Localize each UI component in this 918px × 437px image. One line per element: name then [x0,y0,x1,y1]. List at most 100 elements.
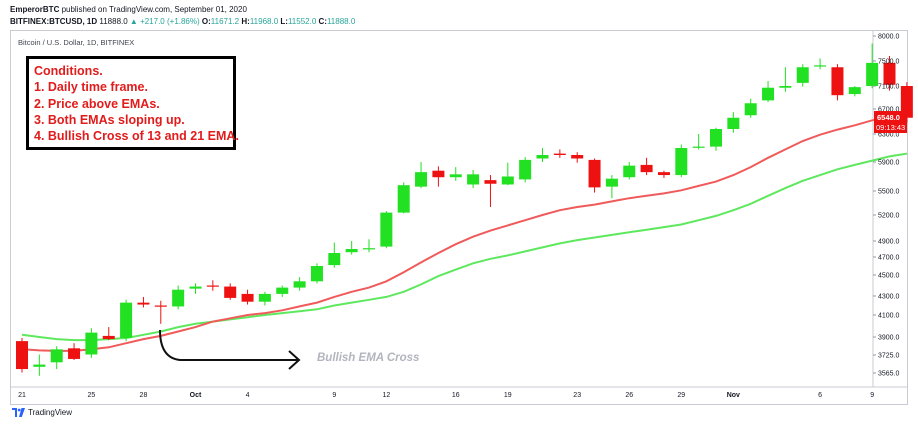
candle-body [710,129,722,147]
y-tick-label: 4500.0 [878,273,900,280]
candle-body [310,266,323,282]
candle [189,283,202,294]
candle-body [189,286,202,289]
candle-body [172,289,185,307]
candle-body [501,176,514,185]
open-value: 11671.2 [210,17,240,26]
candle [397,182,410,214]
candle-body [85,332,98,355]
candle-body [33,364,46,367]
candle-body [866,62,879,86]
cross-arrow-head [288,350,301,370]
conditions-box: Conditions. 1. Daily time frame. 2. Pric… [26,56,239,150]
candle [814,58,827,70]
candle [692,134,705,150]
candle [571,152,584,163]
candle [762,81,775,103]
y-tick-label: 8000.0 [878,34,900,41]
candle-body [519,159,532,180]
ema21-line [21,152,908,342]
candle-body [571,155,584,159]
y-tick-label: 5500.0 [878,189,900,196]
y-tick-label: 4300.0 [878,294,900,301]
candle-body [328,253,341,266]
candle-body [484,180,497,184]
candle-body [449,174,462,178]
candle-body [206,285,219,287]
candle-body [623,165,636,178]
ohlc-line: BITFINEX:BTCUSD, 1D 11888.0 ▲ +217.0 (+1… [10,17,355,26]
candle-body [467,174,480,185]
candle-body [380,212,393,247]
candle-body [536,155,549,159]
symbol-label: BITFINEX:BTCUSD, 1D [10,17,98,26]
candle [345,241,358,255]
footer-brand-label: TradingView [28,408,73,417]
y-tick-label: 3725.0 [878,353,900,360]
candle [172,285,185,310]
candle [206,280,219,291]
close-value: 11888.0 [326,17,356,26]
candle [154,300,167,324]
high-value: 11968.0 [249,17,279,26]
bullish-ema-cross-label: Bullish EMA Cross [317,352,419,364]
candle [675,144,688,178]
high-label: H: [241,17,250,26]
candle-body [224,286,237,298]
y-tick-label: 4100.0 [878,313,900,320]
candle-body [432,170,445,178]
candle-body [154,305,167,307]
candle [85,328,98,358]
x-tick-label: 21 [18,392,26,399]
candle-body [50,349,63,363]
y-tick-label: 6300.0 [878,132,900,139]
price-change: ▲ +217.0 (+1.86%) [129,17,200,26]
candle-body [588,159,601,188]
condition-item: 3. Both EMAs sloping up. [34,112,185,127]
x-tick-label: 4 [246,392,250,399]
candle [415,162,428,189]
candle [310,263,323,284]
condition-item: 4. Bullish Cross of 13 and 21 EMA. [34,129,239,144]
candle [50,346,63,370]
candle-body [762,87,775,101]
chart-frame [10,30,908,405]
candle-body [415,172,428,187]
candle [848,86,861,97]
x-tick-label: 12 [382,392,390,399]
ema13-line [21,114,907,352]
candle [710,127,722,151]
candle [744,98,757,118]
y-tick-label: 5200.0 [878,213,900,220]
candle-body [796,67,809,83]
candle [68,343,81,361]
candle [501,162,514,186]
footer-brand[interactable]: TradingView [12,408,72,417]
condition-item: 1. Daily time frame. [34,80,148,95]
candle [657,170,670,178]
y-tick-label: 3900.0 [878,335,900,342]
candle [883,56,896,91]
candle [779,67,792,92]
x-tick-label: 23 [573,392,581,399]
candle-body [640,164,653,173]
candle-body [657,172,670,176]
publish-info: published on TradingView.com, September … [61,5,247,14]
candle [623,162,636,180]
candle-body [744,103,757,116]
y-tick-label: 4700.0 [878,255,900,262]
candle [328,242,341,268]
conditions-title: Conditions. [34,64,103,78]
candle [293,277,306,291]
candle-body [68,348,81,359]
candle-body [120,302,133,339]
x-tick-label: Oct [190,392,202,399]
y-tick-label: 7100.0 [878,84,900,91]
candle-body [363,248,375,250]
candle [432,166,445,187]
candle [276,285,289,297]
candle-body [397,185,410,213]
cross-arrow-line [159,329,298,361]
candle-body [675,148,688,176]
